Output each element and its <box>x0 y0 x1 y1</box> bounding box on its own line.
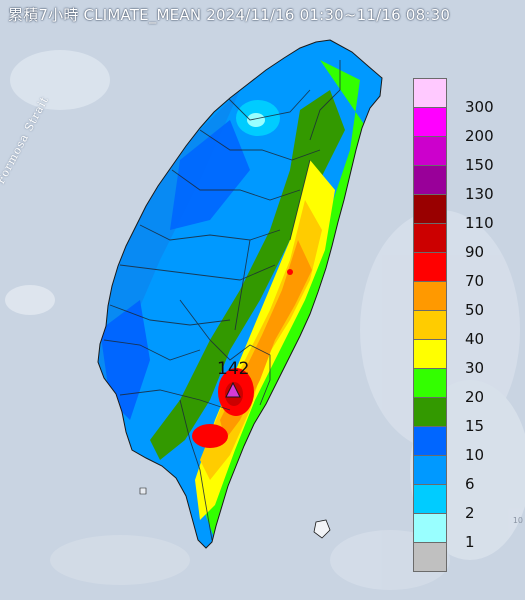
legend-swatch <box>413 165 447 195</box>
corner-mark: 10 <box>512 516 523 525</box>
legend-swatch <box>413 252 447 282</box>
legend-label: 300 <box>465 98 494 116</box>
legend-swatch <box>413 194 447 224</box>
legend-swatch <box>413 455 447 485</box>
legend-label: 2 <box>465 504 475 522</box>
legend-swatch <box>413 484 447 514</box>
legend-swatch <box>413 281 447 311</box>
legend-swatch <box>413 426 447 456</box>
legend-label: 150 <box>465 156 494 174</box>
islet <box>139 487 147 495</box>
legend-swatch <box>413 339 447 369</box>
legend-swatch <box>413 397 447 427</box>
legend-label: 200 <box>465 127 494 145</box>
legend-label: 10 <box>465 446 485 464</box>
legend-swatch <box>413 136 447 166</box>
legend-swatch <box>413 78 447 108</box>
legend-label: 90 <box>465 243 485 261</box>
legend-swatch <box>413 107 447 137</box>
legend-swatch <box>413 223 447 253</box>
legend-swatch <box>413 368 447 398</box>
county-boundaries <box>103 60 341 541</box>
legend-label: 130 <box>465 185 494 203</box>
legend-label: 1 <box>465 533 475 551</box>
legend-swatch <box>413 310 447 340</box>
taiwan-outline <box>97 39 383 549</box>
legend-label: 30 <box>465 359 485 377</box>
peak-marker-icon <box>225 381 241 398</box>
legend-swatch <box>413 542 447 572</box>
legend-label: 20 <box>465 388 485 406</box>
peak-value-label: 142 <box>217 359 250 379</box>
legend-swatch <box>413 513 447 543</box>
legend-label: 50 <box>465 301 485 319</box>
legend-label: 70 <box>465 272 485 290</box>
rainfall-field <box>98 40 382 548</box>
legend-label: 40 <box>465 330 485 348</box>
legend-label: 110 <box>465 214 494 232</box>
green-island <box>313 519 331 539</box>
legend-label: 6 <box>465 475 475 493</box>
map-title: 累積7小時 CLIMATE_MEAN 2024/11/16 01:30~11/1… <box>8 6 451 24</box>
legend-label: 15 <box>465 417 485 435</box>
